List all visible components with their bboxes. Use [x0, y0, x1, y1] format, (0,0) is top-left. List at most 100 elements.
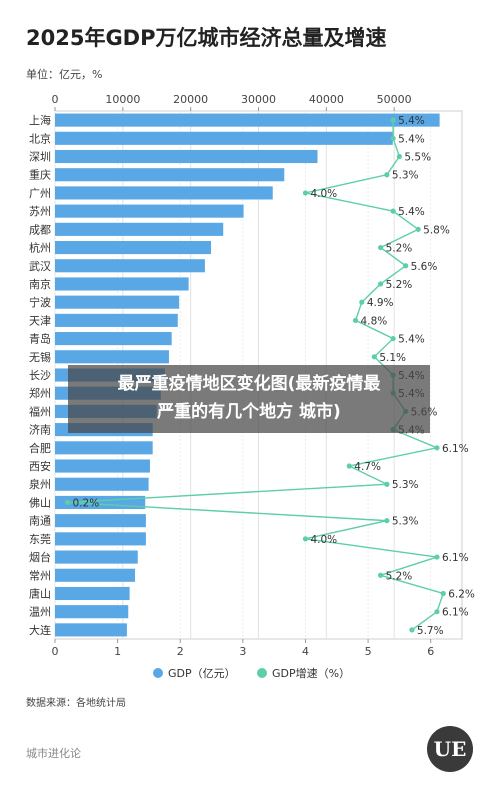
legend-growth-label: GDP增速（%） — [272, 666, 350, 680]
category-label: 武汉 — [29, 260, 51, 273]
category-label: 成都 — [29, 223, 51, 236]
caption-overlay — [68, 365, 430, 433]
growth-data-label: 5.2% — [386, 279, 413, 291]
growth-data-label: 5.3% — [392, 170, 419, 182]
bottom-tick-label: 2 — [177, 645, 184, 658]
growth-data-label: 4.9% — [367, 297, 394, 309]
category-label: 上海 — [29, 113, 51, 127]
category-label: 深圳 — [29, 151, 51, 164]
category-label: 合肥 — [29, 441, 51, 455]
category-label: 长沙 — [29, 369, 51, 382]
category-label: 无锡 — [29, 350, 51, 364]
bottom-tick-label: 3 — [239, 645, 246, 658]
brand-logo: UE — [427, 726, 473, 772]
category-label: 大连 — [29, 623, 51, 637]
growth-point — [390, 135, 396, 141]
caption-line-2: 严重的有几个地方 城市) — [157, 402, 341, 422]
gdp-bar — [55, 623, 127, 637]
growth-data-label: 5.4% — [398, 133, 425, 145]
gdp-bar — [55, 259, 205, 273]
category-label: 广州 — [29, 187, 51, 200]
top-tick-label: 30000 — [241, 93, 276, 106]
growth-data-label: 5.3% — [392, 516, 419, 528]
growth-data-label: 6.1% — [442, 552, 469, 564]
growth-data-label: 6.2% — [448, 588, 475, 600]
growth-point — [378, 281, 384, 287]
growth-data-label: 4.8% — [361, 315, 388, 327]
growth-point — [434, 445, 440, 451]
growth-point — [434, 554, 440, 560]
category-label: 南京 — [29, 277, 51, 291]
growth-point — [415, 226, 421, 232]
caption-line-1: 最严重疫情地区变化图(最新疫情最 — [117, 374, 381, 394]
gdp-bar — [55, 332, 172, 346]
category-label: 杭州 — [29, 241, 51, 255]
growth-point — [409, 627, 415, 633]
growth-data-label: 5.4% — [398, 334, 425, 346]
growth-point — [390, 208, 396, 214]
growth-data-label: 5.2% — [386, 243, 413, 255]
growth-point — [390, 335, 396, 342]
legend-growth-swatch — [257, 668, 267, 678]
top-tick-label: 50000 — [377, 93, 412, 106]
growth-data-label: 5.5% — [404, 152, 431, 164]
growth-point — [352, 317, 359, 323]
growth-point — [440, 590, 446, 597]
category-label: 烟台 — [29, 550, 51, 564]
growth-data-label: 5.4% — [398, 206, 425, 218]
growth-data-label: 5.1% — [379, 352, 406, 364]
growth-data-label: 4.0% — [310, 534, 337, 546]
growth-data-label: 5.6% — [411, 261, 438, 273]
category-label: 苏州 — [29, 205, 51, 218]
growth-point — [64, 499, 71, 506]
growth-data-label: 5.8% — [423, 224, 450, 236]
growth-point — [396, 153, 402, 160]
growth-data-label: 5.4% — [398, 115, 425, 127]
gdp-bar — [55, 313, 178, 327]
bottom-tick-label: 4 — [302, 645, 309, 658]
top-tick-label: 20000 — [173, 93, 208, 106]
growth-point — [302, 190, 309, 196]
units-label: 单位：亿元，% — [26, 68, 103, 81]
gdp-bar — [55, 240, 212, 255]
category-label: 济南 — [29, 423, 51, 437]
growth-point — [384, 518, 390, 524]
chart-canvas: 0 10000 20000 30000 40000 50000 0 1 2 3 4 5 6 上海北京深圳重… — [29, 93, 475, 680]
gdp-bar — [55, 605, 129, 619]
category-label: 南通 — [29, 515, 51, 528]
category-label: 重庆 — [29, 168, 51, 182]
category-label: 北京 — [29, 131, 51, 145]
growth-point — [378, 244, 384, 251]
growth-point — [378, 572, 384, 578]
bottom-tick-label: 5 — [365, 645, 372, 658]
gdp-bar — [55, 350, 169, 364]
category-label: 佛山 — [29, 496, 51, 509]
gdp-bar — [55, 550, 138, 564]
bottom-tick-label: 0 — [52, 645, 59, 658]
growth-point — [403, 263, 409, 269]
gdp-bar — [55, 277, 189, 291]
growth-data-label: 5.3% — [392, 479, 419, 491]
gdp-bar — [55, 149, 318, 164]
gdp-bar — [55, 131, 393, 145]
gdp-bar — [55, 295, 180, 309]
bottom-tick-label: 1 — [114, 645, 121, 658]
growth-data-label: 0.2% — [73, 497, 100, 509]
gdp-bar — [55, 441, 153, 455]
category-label: 温州 — [29, 606, 51, 619]
legend-gdp-label: GDP（亿元） — [168, 667, 236, 680]
gdp-bar — [55, 514, 146, 528]
bottom-tick-label: 6 — [427, 645, 434, 658]
category-label: 唐山 — [29, 586, 51, 600]
category-label: 泉州 — [29, 477, 51, 491]
legend-gdp-swatch — [153, 668, 163, 678]
growth-data-label: 4.7% — [354, 461, 381, 473]
top-tick-label: 10000 — [105, 93, 140, 106]
gdp-bar — [55, 568, 136, 582]
top-tick-label: 0 — [52, 93, 59, 106]
gdp-bar — [55, 222, 224, 236]
growth-point — [371, 354, 377, 360]
top-tick-label: 40000 — [309, 93, 344, 106]
growth-point — [346, 463, 352, 469]
